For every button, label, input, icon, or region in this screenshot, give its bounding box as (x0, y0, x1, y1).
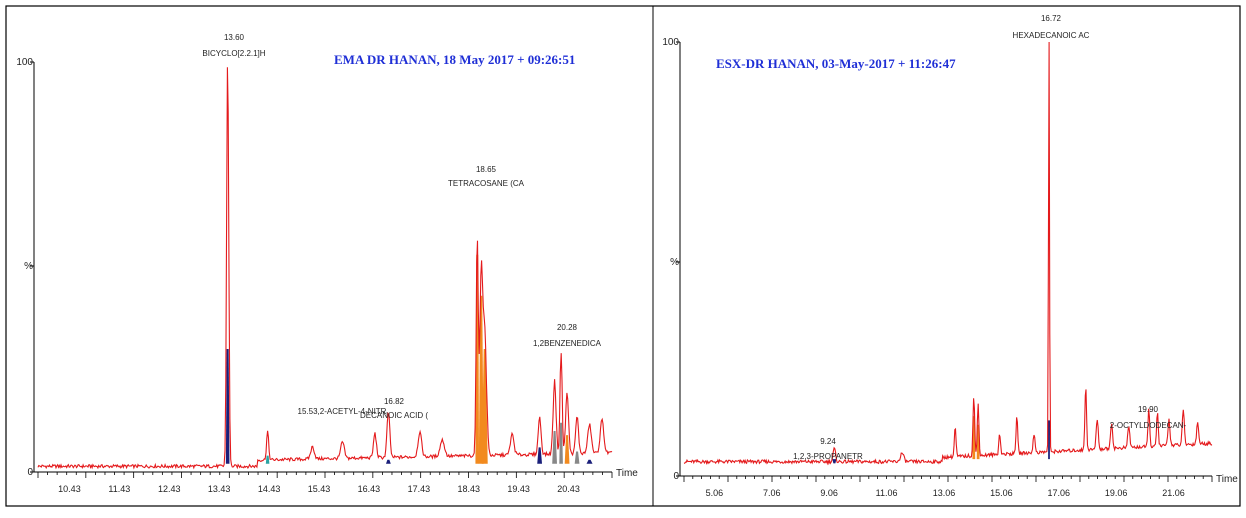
y-tick-label: 0 (673, 471, 679, 482)
x-tick-label: 12.43 (158, 484, 181, 494)
outer-border (6, 6, 1240, 506)
y-tick-label: 0 (27, 467, 33, 478)
peak-name-label: 2-OCTYLDODECAN- (1110, 421, 1187, 430)
peak-name-label: 1,2,3-PROPANETR (793, 452, 863, 461)
x-tick-label: 14.43 (258, 484, 281, 494)
x-tick-label: 11.43 (108, 484, 130, 494)
peak-name-label: BICYCLO[2.2.1]H (202, 49, 265, 58)
peak-time-label: 13.60 (224, 33, 245, 42)
peak-time-label: 20.28 (557, 323, 578, 332)
peak-time-label: 9.24 (820, 437, 836, 446)
peak-time-label: 16.72 (1041, 14, 1062, 23)
x-tick-label: 5.06 (706, 488, 724, 498)
x-axis-label: Time (1216, 474, 1238, 485)
x-tick-label: 15.43 (308, 484, 331, 494)
y-tick-label: 100 (16, 57, 33, 68)
x-tick-label: 17.43 (408, 484, 431, 494)
x-tick-label: 18.43 (457, 484, 480, 494)
x-tick-label: 15.06 (990, 488, 1013, 498)
chart-title: EMA DR HANAN, 18 May 2017 + 09:26:51 (334, 52, 575, 67)
x-tick-label: 16.43 (358, 484, 381, 494)
peak-area-fill (1048, 420, 1050, 459)
x-tick-label: 17.06 (1047, 488, 1070, 498)
x-tick-label: 20.43 (557, 484, 580, 494)
y-tick-label: 100 (662, 37, 679, 48)
peak-time-label: 16.82 (384, 397, 405, 406)
x-tick-label: 19.43 (507, 484, 530, 494)
x-tick-label: 13.06 (933, 488, 956, 498)
peak-name-label: 15.53,2-ACETYL-4-NITR (298, 407, 387, 416)
peak-name-label: HEXADECANOIC AC (1013, 31, 1090, 40)
x-tick-label: 10.43 (58, 484, 81, 494)
peak-name-label: 1,2BENZENEDICA (533, 339, 602, 348)
peak-time-label: 19.90 (1138, 405, 1159, 414)
peak-name-label: TETRACOSANE (CA (448, 179, 525, 188)
peak-time-label: 18.65 (476, 165, 497, 174)
chart-title: ESX-DR HANAN, 03-May-2017 + 11:26:47 (716, 56, 956, 71)
x-tick-label: 13.43 (208, 484, 231, 494)
y-tick-label: % (670, 257, 679, 268)
x-tick-label: 11.06 (876, 488, 898, 498)
x-axis-label: Time (616, 468, 638, 479)
y-tick-label: % (24, 261, 33, 272)
x-tick-label: 19.06 (1105, 488, 1128, 498)
x-tick-label: 9.06 (820, 488, 838, 498)
x-tick-label: 7.06 (763, 488, 781, 498)
x-tick-label: 21.06 (1162, 488, 1185, 498)
